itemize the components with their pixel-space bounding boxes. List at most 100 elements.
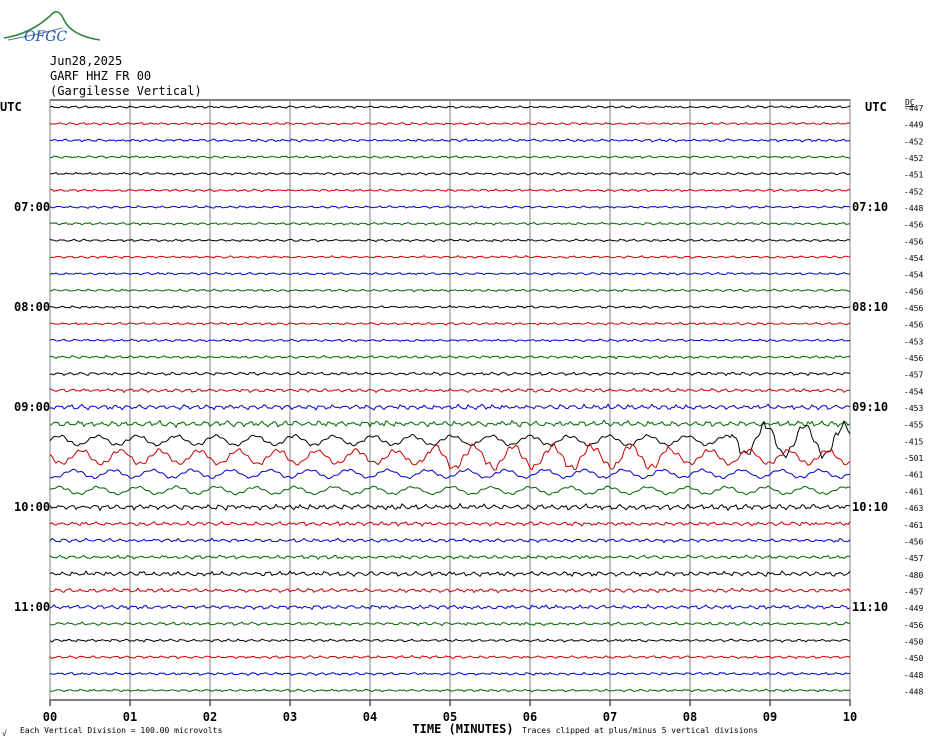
trace-line-31 bbox=[49, 621, 851, 627]
trace-line-26 bbox=[49, 537, 851, 544]
trace-line-28 bbox=[49, 570, 851, 578]
x-tick-label: 01 bbox=[123, 710, 137, 724]
trace-line-27 bbox=[49, 554, 851, 560]
trace-line-24 bbox=[49, 502, 851, 512]
dc-value: -456 bbox=[904, 221, 923, 230]
trace-line-13 bbox=[49, 321, 851, 326]
trace-line-35 bbox=[49, 688, 851, 693]
dc-value: -454 bbox=[904, 271, 923, 280]
x-tick-label: 05 bbox=[443, 710, 457, 724]
x-tick-label: 02 bbox=[203, 710, 217, 724]
left-time-label: 09:00 bbox=[14, 400, 50, 414]
dc-value: -448 bbox=[904, 204, 923, 213]
dc-value: -461 bbox=[904, 487, 923, 496]
dc-value: -480 bbox=[904, 571, 923, 580]
trace-line-15 bbox=[49, 354, 851, 360]
trace-line-29 bbox=[49, 587, 851, 594]
trace-line-8 bbox=[49, 238, 851, 243]
dc-value: -452 bbox=[904, 137, 923, 146]
dc-value: -447 bbox=[904, 104, 923, 113]
right-time-label: 09:10 bbox=[852, 400, 888, 414]
trace-line-20 bbox=[49, 419, 851, 460]
trace-line-7 bbox=[49, 221, 851, 226]
dc-value: -448 bbox=[904, 671, 923, 680]
ofgc-logo: OFGC bbox=[3, 11, 101, 45]
footer-clip-note: Traces clipped at plus/minus 5 vertical … bbox=[522, 726, 758, 735]
trace-line-11 bbox=[49, 288, 851, 293]
dc-value: -457 bbox=[904, 371, 923, 380]
x-tick-label: 09 bbox=[763, 710, 777, 724]
right-time-label: 10:10 bbox=[852, 500, 888, 514]
trace-line-21 bbox=[49, 442, 851, 471]
left-time-label: 07:00 bbox=[14, 200, 50, 214]
trace-lines bbox=[49, 104, 851, 693]
trace-line-5 bbox=[49, 188, 851, 193]
right-time-label: 08:10 bbox=[852, 300, 888, 314]
right-time-label: 11:10 bbox=[852, 600, 888, 614]
x-tick-label: 10 bbox=[843, 710, 857, 724]
dc-value: -456 bbox=[904, 537, 923, 546]
dc-title: DC bbox=[905, 98, 915, 107]
station-label: GARF HHZ FR 00 bbox=[50, 69, 152, 83]
footer-scale-note: Each Vertical Division = 100.00 microvol… bbox=[20, 726, 222, 735]
dc-value: -456 bbox=[904, 621, 923, 630]
dc-value: -456 bbox=[904, 321, 923, 330]
x-tick-label: 03 bbox=[283, 710, 297, 724]
date-label: Jun28,2025 bbox=[50, 54, 123, 68]
dc-value: -415 bbox=[904, 437, 923, 446]
left-time-label: 10:00 bbox=[14, 500, 50, 514]
logo-text: OFGC bbox=[24, 29, 67, 45]
left-utc-title: UTC bbox=[0, 100, 22, 114]
trace-line-14 bbox=[49, 338, 851, 343]
dc-value: -454 bbox=[904, 254, 923, 263]
trace-line-0 bbox=[49, 104, 851, 109]
trace-line-22 bbox=[49, 468, 851, 480]
dc-value: -456 bbox=[904, 304, 923, 313]
dc-value: -456 bbox=[904, 237, 923, 246]
trace-line-4 bbox=[49, 171, 851, 176]
dc-value: -501 bbox=[904, 454, 923, 463]
trace-line-10 bbox=[49, 271, 851, 276]
footer-mark: √ bbox=[2, 729, 7, 738]
dc-value: -454 bbox=[904, 387, 923, 396]
x-tick-label: 07 bbox=[603, 710, 617, 724]
right-time-label: 07:10 bbox=[852, 200, 888, 214]
dc-value: -461 bbox=[904, 471, 923, 480]
dc-value: -451 bbox=[904, 171, 923, 180]
left-time-label: 11:00 bbox=[14, 600, 50, 614]
dc-value: -450 bbox=[904, 637, 923, 646]
dc-value: -448 bbox=[904, 687, 923, 696]
dc-value: -450 bbox=[904, 654, 923, 663]
trace-line-33 bbox=[49, 654, 851, 660]
trace-line-9 bbox=[49, 255, 851, 259]
x-tick-label: 08 bbox=[683, 710, 697, 724]
grid-lines bbox=[49, 99, 851, 706]
dc-value: -463 bbox=[904, 504, 923, 513]
dc-value: -449 bbox=[904, 604, 923, 613]
right-utc-title: UTC bbox=[865, 100, 887, 114]
dc-value: -457 bbox=[904, 587, 923, 596]
dc-value: -452 bbox=[904, 187, 923, 196]
trace-line-18 bbox=[49, 403, 851, 411]
dc-value: -449 bbox=[904, 121, 923, 130]
x-axis-title: TIME (MINUTES) bbox=[412, 722, 513, 736]
dc-value: -452 bbox=[904, 154, 923, 163]
dc-value: -453 bbox=[904, 404, 923, 413]
axis-labels: 00 01 02 03 04 05 06 07 08 09 10 -447 -449 -452 -452 -4… bbox=[0, 98, 923, 738]
trace-line-30 bbox=[49, 603, 851, 611]
dc-value: -453 bbox=[904, 337, 923, 346]
dc-value: -455 bbox=[904, 421, 923, 430]
trace-line-16 bbox=[49, 371, 851, 377]
trace-line-1 bbox=[49, 121, 851, 126]
trace-line-32 bbox=[49, 638, 851, 643]
x-tick-label: 00 bbox=[43, 710, 57, 724]
dc-value: -457 bbox=[904, 554, 923, 563]
trace-line-3 bbox=[50, 155, 851, 160]
dc-value: -456 bbox=[904, 287, 923, 296]
trace-line-17 bbox=[49, 387, 851, 394]
trace-line-12 bbox=[49, 305, 851, 310]
trace-line-34 bbox=[49, 671, 851, 676]
location-label: (Gargilesse Vertical) bbox=[50, 84, 202, 98]
x-tick-label: 04 bbox=[363, 710, 377, 724]
